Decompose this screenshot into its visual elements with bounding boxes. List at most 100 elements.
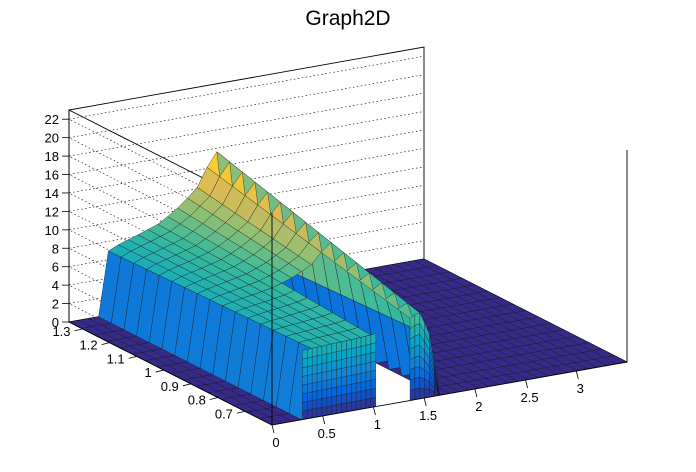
x-tick-label-3: 1.5 — [419, 408, 437, 423]
curtain-cell-4-7 — [321, 344, 328, 356]
curtain-cell-1-2 — [307, 391, 313, 402]
curtain-cell-7-1 — [336, 394, 342, 405]
z-gridline-5 — [68, 166, 425, 334]
curtain-cell-4-0 — [321, 406, 328, 417]
curtain-cell-14-2 — [370, 379, 376, 390]
z-tick-label-9: 18 — [45, 149, 59, 164]
z-gridline-8 — [68, 111, 425, 278]
curtain-cell-24-0 — [419, 387, 425, 399]
y-tick-mark-2 — [182, 383, 191, 387]
curtain-cell-14-1 — [370, 388, 376, 399]
curtain-cell-3-5 — [316, 363, 323, 374]
curtain-cell-23-6 — [414, 323, 420, 337]
curtain-cell-9-5 — [346, 357, 352, 368]
curtain-cell-1-4 — [307, 374, 313, 385]
curtain-cell-13-4 — [365, 361, 372, 373]
curtain-cell-8-3 — [341, 376, 347, 387]
z-gridline-11 — [68, 55, 425, 223]
curtain-cell-7-2 — [336, 385, 342, 397]
y-tick-label-1: 0.8 — [188, 393, 206, 408]
y-tick-label-2: 0.9 — [161, 379, 179, 394]
curtain-cell-0-0 — [302, 409, 308, 420]
y-tick-label-3: 1 — [144, 365, 151, 380]
curtain-cell-6-2 — [331, 386, 337, 397]
curtain-cell-10-7 — [351, 338, 357, 349]
curtain-cell-1-5 — [307, 365, 313, 376]
curtain-cell-5-3 — [326, 379, 332, 390]
x-tick-mark-4 — [474, 388, 478, 398]
x-tick-label-4: 2 — [475, 399, 482, 414]
curtain-cell-7-6 — [336, 350, 342, 361]
curtain-cell-5-1 — [326, 396, 332, 407]
curtain-cell-1-3 — [307, 382, 313, 393]
curtain-cell-2-3 — [312, 381, 318, 392]
z-tick-label-4: 8 — [52, 241, 59, 256]
curtain-cell-8-7 — [341, 340, 347, 351]
curtain-cell-11-7 — [356, 337, 362, 348]
curtain-cell-9-3 — [346, 375, 352, 386]
curtain-cell-6-7 — [331, 342, 337, 353]
curtain-cell-3-1 — [316, 398, 323, 409]
curtain-cell-11-5 — [356, 355, 362, 366]
curtain-cell-6-3 — [331, 378, 337, 389]
curtain-cell-3-6 — [316, 354, 323, 365]
curtain-cell-14-3 — [370, 369, 376, 381]
curtain-cell-5-7 — [326, 343, 332, 354]
z-tick-label-0: 0 — [52, 315, 59, 330]
curtain-cell-9-2 — [346, 384, 352, 395]
curtain-cell-10-4 — [351, 365, 357, 376]
curtain-cell-7-5 — [336, 359, 342, 370]
curtain-cell-0-4 — [302, 375, 308, 386]
curtain-cell-14-7 — [370, 333, 376, 345]
curtain-cell-14-5 — [370, 351, 376, 363]
curtain-cell-12-5 — [360, 354, 367, 365]
curtain-cell-8-2 — [341, 384, 347, 396]
curtain-cell-0-5 — [302, 366, 308, 377]
axis-ticks: 00.511.522.530.70.80.911.11.21.302468101… — [45, 112, 584, 450]
surface-plot — [68, 151, 628, 426]
y-tick-mark-3 — [155, 369, 164, 373]
curtain-cell-4-5 — [321, 362, 328, 373]
curtain-cell-11-0 — [356, 400, 362, 411]
y-tick-label-0: 0.7 — [215, 406, 233, 421]
curtain-cell-5-6 — [326, 352, 332, 363]
curtain-cell-25-0 — [424, 388, 430, 399]
z-tick-label-5: 10 — [45, 223, 59, 238]
x-tick-mark-1 — [322, 415, 326, 425]
y-tick-mark-0 — [236, 410, 246, 414]
curtain-cell-8-5 — [341, 358, 347, 369]
z-tick-label-7: 14 — [45, 186, 59, 201]
curtain-cell-5-5 — [326, 361, 332, 372]
y-tick-mark-6 — [74, 328, 83, 332]
curtain-cell-9-6 — [346, 348, 352, 359]
curtain-cell-14-6 — [370, 342, 376, 354]
curtain-cell-23-5 — [414, 334, 420, 347]
curtain-cell-6-5 — [331, 360, 337, 371]
curtain-cell-1-1 — [307, 400, 313, 411]
curtain-cell-0-7 — [302, 349, 308, 360]
curtain-cell-23-4 — [414, 344, 420, 358]
z-gridline-4 — [68, 185, 425, 352]
curtain-cell-5-4 — [326, 370, 332, 381]
curtain-cell-3-2 — [316, 389, 323, 400]
curtain-cell-7-4 — [336, 368, 342, 379]
y-tick-mark-4 — [128, 355, 137, 359]
curtain-cell-9-1 — [346, 392, 352, 404]
curtain-cell-13-1 — [365, 389, 372, 400]
curtain-cell-12-1 — [360, 390, 367, 401]
curtain-cell-12-7 — [360, 336, 367, 347]
x-tick-label-6: 3 — [577, 381, 584, 396]
curtain-cell-6-6 — [331, 351, 337, 362]
curtain-cell-3-3 — [316, 380, 323, 391]
x-tick-label-0: 0 — [272, 435, 279, 450]
curtain-cell-12-3 — [360, 372, 367, 383]
curtain-cell-5-2 — [326, 387, 332, 398]
curtain-cell-8-4 — [341, 367, 347, 378]
y-tick-mark-5 — [101, 342, 110, 345]
x-tick-label-5: 2.5 — [521, 390, 539, 405]
curtain-cell-8-0 — [341, 402, 347, 413]
curtain-cell-2-4 — [312, 373, 318, 384]
curtain-cell-4-3 — [321, 379, 328, 391]
curtain-cell-2-6 — [312, 355, 318, 366]
curtain-cell-4-2 — [321, 388, 328, 399]
